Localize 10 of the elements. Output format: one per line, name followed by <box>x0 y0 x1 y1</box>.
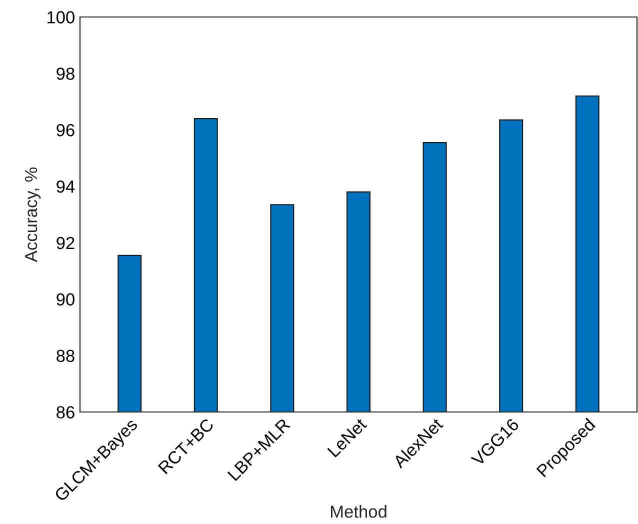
y-tick-label: 86 <box>56 406 74 418</box>
x-axis-title: Method <box>330 505 386 518</box>
y-tick-label: 88 <box>56 350 74 362</box>
y-tick-label: 94 <box>56 180 75 193</box>
y-tick-label: 96 <box>56 124 74 136</box>
y-tick-label: 92 <box>56 236 74 250</box>
y-axis-title: Accuracy, % <box>24 168 41 262</box>
y-tick-label: 98 <box>56 68 74 80</box>
y-tick-label: 90 <box>56 293 74 306</box>
y-tick-label: 100 <box>48 11 74 24</box>
